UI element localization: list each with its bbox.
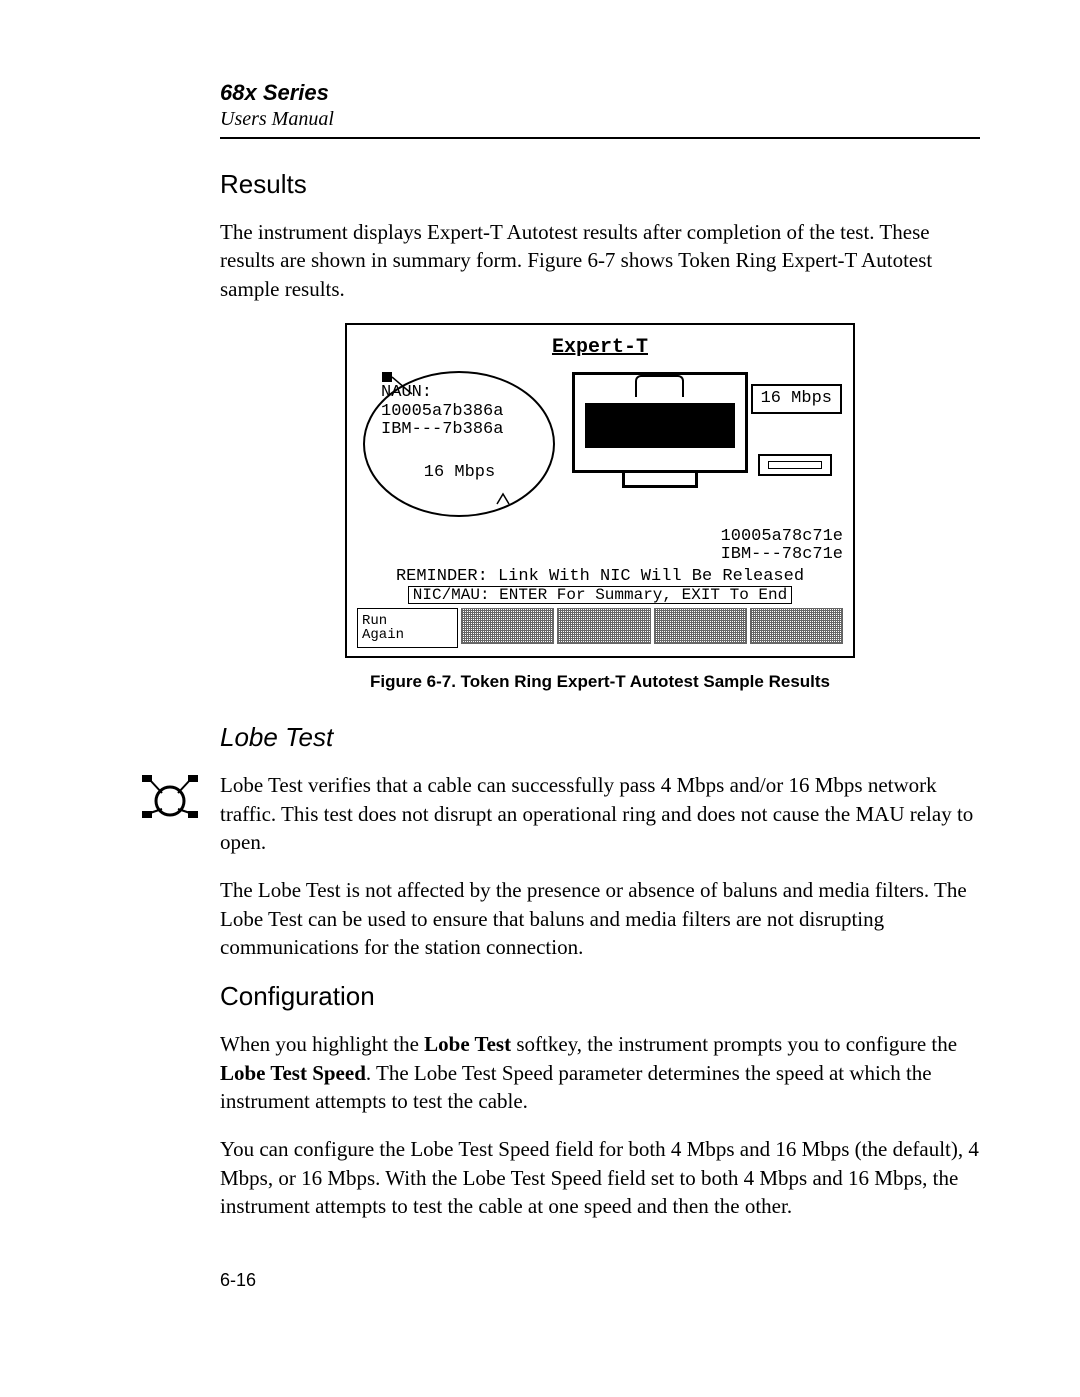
header-series: 68x Series [220,80,980,106]
ring-text: NAUN: 10005a7b386a IBM---7b386a [381,384,551,440]
cfg-p1b: Lobe Test [424,1032,511,1056]
monitor-inner-icon [585,403,735,448]
softkey-l2: Again [362,628,453,643]
softkey-blank-4[interactable] [750,608,843,644]
softkey-blank-3[interactable] [654,608,747,644]
softkey-blank-2[interactable] [557,608,650,644]
figure-box: Expert-T NAUN: 10005a7b386a IBM---7b386a [345,323,855,658]
softkey-blank-1[interactable] [461,608,554,644]
keyboard-icon [758,454,832,476]
monitor-base-icon [622,470,698,488]
monitor-screen [572,372,748,473]
station-address: 10005a78c71e IBM---78c71e [357,528,843,564]
station-speed: 16 Mbps [751,384,842,414]
softkey-run-again[interactable]: Run Again [357,608,458,648]
figure-caption: Figure 6-7. Token Ring Expert-T Autotest… [220,672,980,692]
cfg-p1a: When you highlight the [220,1032,424,1056]
station-addr1: 10005a78c71e [721,527,843,546]
reminder-line: REMINDER: Link With NIC Will Be Released [357,568,843,586]
results-heading: Results [220,169,980,200]
summary-text: NIC/MAU: ENTER For Summary, EXIT To End [408,586,792,605]
page: 68x Series Users Manual Results The inst… [0,0,1080,1351]
softkey-row: Run Again [357,608,843,648]
monitor-diagram: 16 Mbps [572,364,842,514]
lobe-p2: The Lobe Test is not affected by the pre… [220,876,980,961]
figure-title: Expert-T [357,337,843,358]
config-p1: When you highlight the Lobe Test softkey… [220,1030,980,1115]
page-number: 6-16 [220,1270,980,1291]
header-subtitle: Users Manual [220,108,980,131]
lobe-block: Lobe Test verifies that a cable can succ… [220,771,980,856]
cfg-p1d: Lobe Test Speed [220,1061,366,1085]
ring-diagram: NAUN: 10005a7b386a IBM---7b386a 16 Mbps [357,364,562,524]
header-rule [220,137,980,139]
lobe-heading: Lobe Test [220,722,980,753]
summary-line: NIC/MAU: ENTER For Summary, EXIT To End [357,586,843,605]
config-heading: Configuration [220,981,980,1012]
figure-row: NAUN: 10005a7b386a IBM---7b386a 16 Mbps … [357,364,843,524]
network-icon [140,771,200,821]
ring-speed: 16 Mbps [357,464,562,482]
monitor-tab-icon [635,375,684,397]
naun-addr1: 10005a7b386a [381,402,503,421]
figure-wrapper: Expert-T NAUN: 10005a7b386a IBM---7b386a [220,323,980,658]
lobe-p1: Lobe Test verifies that a cable can succ… [220,771,980,856]
results-paragraph: The instrument displays Expert-T Autotes… [220,218,980,303]
station-addr2: IBM---78c71e [721,545,843,564]
cfg-p1c: softkey, the instrument prompts you to c… [511,1032,957,1056]
naun-addr2: IBM---7b386a [381,420,503,439]
softkey-l1: Run [362,614,453,629]
naun-label: NAUN: [381,383,432,402]
config-p2: You can configure the Lobe Test Speed fi… [220,1135,980,1220]
